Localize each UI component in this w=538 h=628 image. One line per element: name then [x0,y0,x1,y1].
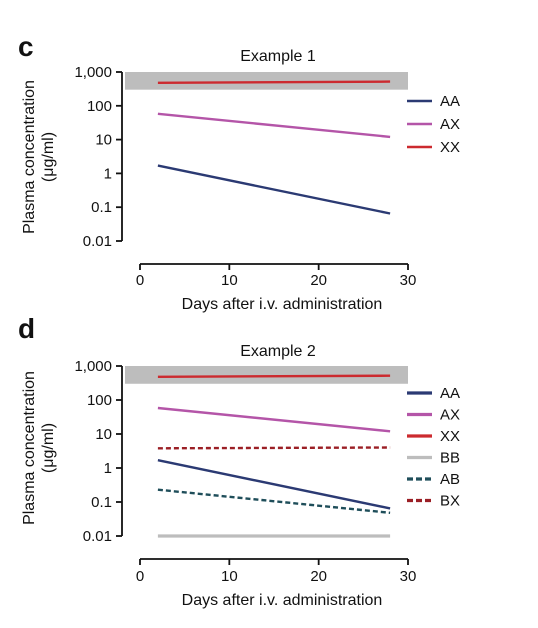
x-tick-label: 0 [136,568,144,585]
chart-panel-c: c Example 1 0.01 0.1 1 10 100 1,000 0 10 20 30 Days … [18,31,460,313]
y-tick-label: 100 [87,98,112,115]
legend-label-ax: AX [440,116,460,133]
series-line-ax [157,406,391,433]
legend-label-xx: XX [440,139,460,156]
legend-label-bb: BB [440,450,460,467]
legend-label-aa: AA [440,385,460,402]
y-tick-label: 1,000 [74,64,112,81]
y-tick-label: 10 [95,426,112,443]
y-tick-label: 0.1 [91,494,112,511]
series-line-aa [157,459,391,510]
series-line-aa [157,164,391,215]
toxicity-band [125,72,408,90]
legend-label-bx: BX [440,493,460,510]
panel-letter-d: d [18,313,35,344]
y-tick-label: 0.1 [91,199,112,216]
x-tick-label: 30 [400,272,417,289]
chart-title: Example 1 [240,48,316,65]
legend-label-aa: AA [440,93,460,110]
x-axis-label: Days after i.v. administration [182,592,383,609]
panel-letter-c: c [18,31,34,62]
y-axis-label: Plasma concentration [21,80,38,234]
series-line-bx [157,446,391,450]
x-tick-label: 10 [221,568,238,585]
legend-label-ax: AX [440,407,460,424]
series-line-ax [157,112,391,139]
legend-label-ab: AB [440,471,460,488]
y-axis-label: Plasma concentration [21,371,38,525]
legend-label-xx: XX [440,428,460,445]
y-axis-unit: (μg/ml) [40,423,57,473]
y-tick-label: 1,000 [74,358,112,375]
chart-title: Example 2 [240,343,316,360]
x-tick-label: 0 [136,272,144,289]
y-tick-label: 1 [104,460,112,477]
series-line-xx [157,80,391,84]
series-line-xx [157,374,391,378]
toxicity-band [125,366,408,384]
x-tick-label: 10 [221,272,238,289]
y-axis-unit: (μg/ml) [40,132,57,182]
series-line-ab [157,488,391,514]
y-tick-label: 10 [95,132,112,149]
y-tick-label: 1 [104,165,112,182]
y-tick-label: 100 [87,392,112,409]
y-tick-label: 0.01 [83,233,112,250]
x-tick-label: 20 [310,272,327,289]
x-axis-label: Days after i.v. administration [182,296,383,313]
x-tick-label: 20 [310,568,327,585]
x-tick-label: 30 [400,568,417,585]
y-tick-label: 0.01 [83,528,112,545]
chart-panel-d: d Example 2 0.01 0.1 1 10 100 1,000 0 10 20 30 Days … [18,313,460,609]
